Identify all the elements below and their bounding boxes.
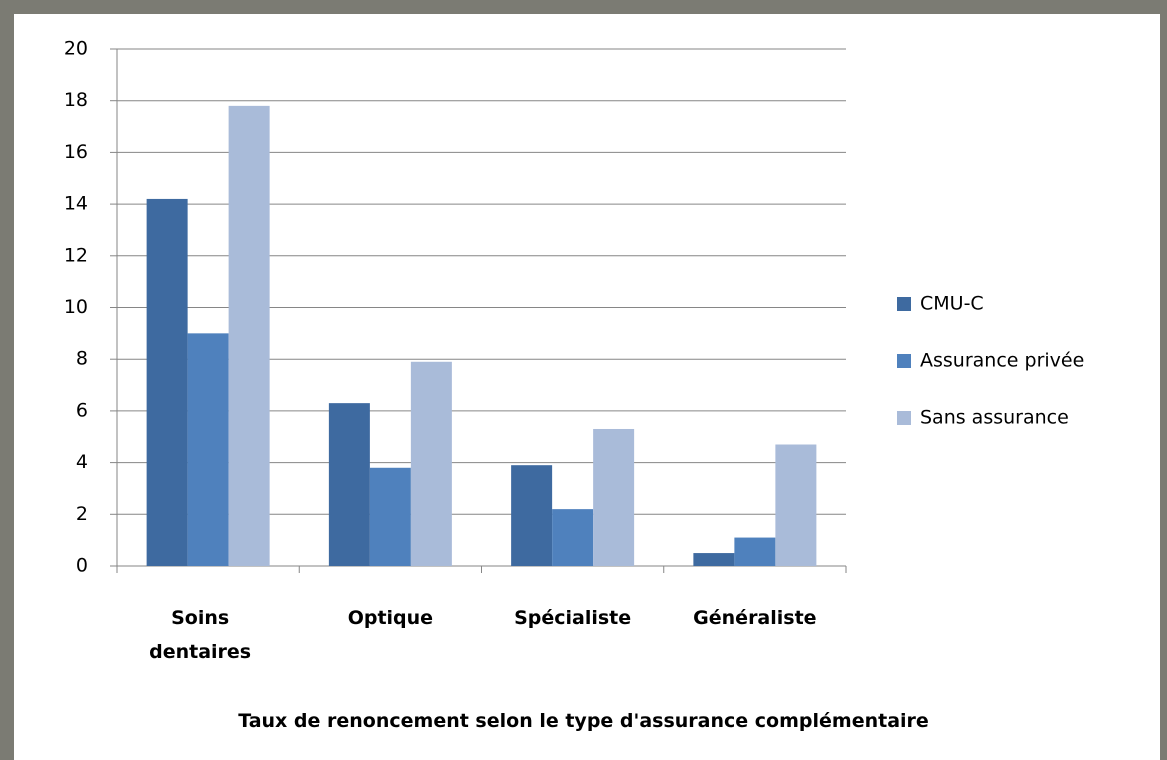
legend-swatch bbox=[897, 411, 911, 425]
bar bbox=[511, 465, 553, 566]
bar bbox=[228, 105, 270, 567]
bar bbox=[187, 333, 229, 566]
y-tick-label: 18 bbox=[64, 89, 88, 111]
bar bbox=[328, 403, 370, 566]
y-tick-label: 10 bbox=[64, 296, 88, 318]
chart-title: Taux de renoncement selon le type d'assu… bbox=[238, 710, 929, 732]
bar bbox=[146, 198, 188, 566]
y-tick-label: 8 bbox=[76, 348, 88, 370]
y-tick-label: 4 bbox=[76, 451, 88, 473]
x-tick-label: Optique bbox=[347, 607, 434, 629]
bar bbox=[552, 509, 594, 566]
x-tick-label: Spécialiste bbox=[514, 607, 632, 629]
legend-label: Sans assurance bbox=[920, 407, 1069, 429]
bar bbox=[369, 467, 411, 566]
y-tick-label: 0 bbox=[76, 555, 88, 577]
bar bbox=[593, 428, 635, 566]
legend-label: CMU-C bbox=[920, 293, 984, 315]
bar bbox=[775, 444, 817, 566]
legend-swatch bbox=[897, 297, 911, 311]
legend-label: Assurance privée bbox=[920, 350, 1084, 372]
bar bbox=[734, 537, 776, 566]
y-tick-label: 2 bbox=[76, 503, 88, 525]
bar bbox=[693, 553, 735, 566]
x-tick-label: Généraliste bbox=[693, 607, 817, 629]
x-tick-label: Soins dentaires bbox=[149, 607, 252, 663]
y-tick-label: 20 bbox=[64, 38, 88, 60]
y-tick-label: 14 bbox=[64, 193, 88, 215]
y-tick-label: 6 bbox=[76, 399, 88, 421]
y-tick-label: 16 bbox=[64, 141, 88, 163]
legend-swatch bbox=[897, 354, 911, 368]
y-tick-label: 12 bbox=[64, 244, 88, 266]
bar bbox=[410, 361, 452, 566]
